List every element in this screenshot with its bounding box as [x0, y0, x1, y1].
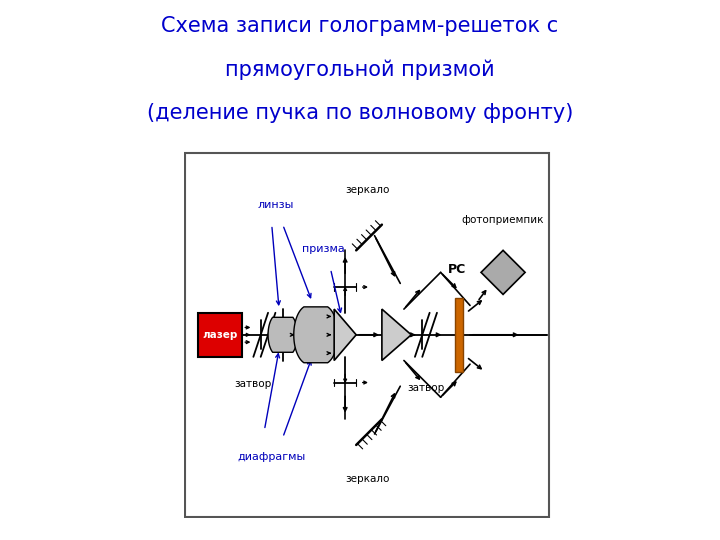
Polygon shape: [334, 309, 356, 361]
Text: Схема записи голограмм-решеток с: Схема записи голограмм-решеток с: [161, 16, 559, 36]
Bar: [455, 298, 463, 372]
Polygon shape: [294, 307, 338, 363]
Text: РС: РС: [448, 263, 467, 276]
Polygon shape: [481, 251, 525, 294]
Text: линзы: линзы: [257, 200, 294, 210]
Polygon shape: [382, 309, 411, 361]
Text: прямоугольной призмой: прямоугольной призмой: [225, 59, 495, 80]
Text: лазер: лазер: [202, 330, 238, 340]
Text: диафрагмы: диафрагмы: [238, 453, 306, 462]
Bar: [198, 313, 243, 357]
Text: призма: призма: [302, 244, 344, 254]
Text: зеркало: зеркало: [345, 185, 390, 195]
Text: фотоприемпик: фотоприемпик: [462, 214, 544, 225]
Polygon shape: [268, 318, 297, 352]
Text: затвор: затвор: [235, 379, 272, 389]
Text: затвор: затвор: [408, 382, 444, 393]
Text: зеркало: зеркало: [345, 474, 390, 484]
Text: (деление пучка по волновому фронту): (деление пучка по волновому фронту): [147, 103, 573, 123]
